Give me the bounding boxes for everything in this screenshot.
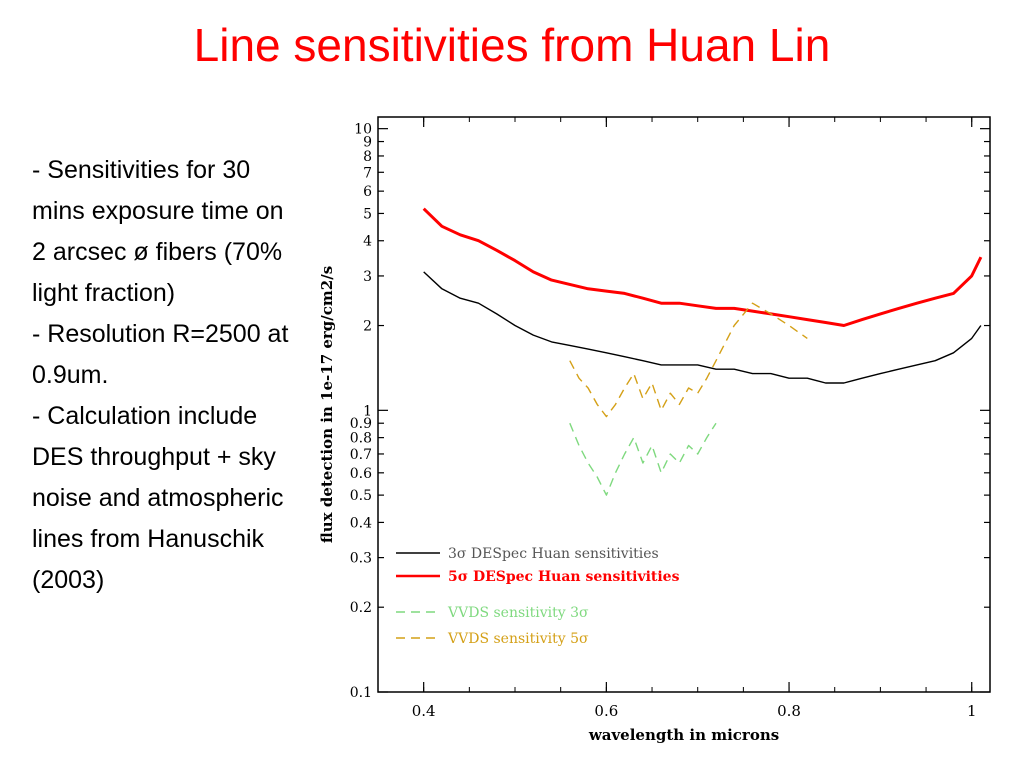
series-line-1 <box>423 271 982 384</box>
y-tick-label: 4 <box>363 234 372 250</box>
series-line-3 <box>569 422 717 496</box>
y-tick-label: 6 <box>363 184 372 200</box>
y-tick-label: 0.6 <box>350 466 372 482</box>
x-tick-label: 1 <box>967 702 977 720</box>
series-line-4 <box>569 302 808 418</box>
x-axis-label: wavelength in microns <box>588 726 779 744</box>
bullet-item: - Resolution R=2500 at 0.9um. <box>32 320 289 389</box>
bullet-list: - Sensitivities for 30 mins exposure tim… <box>32 150 302 601</box>
y-tick-label: 3 <box>363 269 372 285</box>
y-tick-label: 0.5 <box>350 488 372 504</box>
legend-label: 3σ DESpec Huan sensitivities <box>448 546 659 562</box>
y-tick-label: 0.1 <box>350 685 372 701</box>
legend-label: VVDS sensitivity 3σ <box>447 605 589 621</box>
y-tick-label: 0.8 <box>350 431 372 447</box>
chart-svg: 0.4 0.6 0.8 10.10.20.30.40.50.60.70.80.9123… <box>318 116 991 744</box>
plot-frame <box>377 116 991 693</box>
y-axis-label: flux detection in 1e-17 erg/cm2/s <box>318 266 336 543</box>
y-tick-label: 10 <box>354 122 372 138</box>
series-line-2 <box>422 207 983 327</box>
y-tick-label: 0.2 <box>350 600 372 616</box>
slide-title: Line sensitivities from Huan Lin <box>193 19 831 71</box>
x-tick-label: 0.8 <box>777 702 801 720</box>
y-tick-label: 9 <box>363 135 372 151</box>
y-tick-label: 5 <box>363 206 372 222</box>
y-tick-label: 2 <box>363 319 372 335</box>
sensitivity-chart: 0.4 0.6 0.8 1 0.1 0.2 0.3 0.4 0.5 0.6 0.7 0.8 0.9 1 2 3… <box>310 100 1010 750</box>
x-tick-label: 0.4 <box>412 702 436 720</box>
bullet-item: - Calculation include DES throughput + s… <box>32 402 284 594</box>
y-tick-label: 8 <box>363 149 372 165</box>
legend-label: VVDS sensitivity 5σ <box>447 631 589 647</box>
y-tick-label: 1 <box>363 403 372 419</box>
bullet-item: - Sensitivities for 30 mins exposure tim… <box>32 156 284 307</box>
y-tick-label: 0.4 <box>350 515 372 531</box>
y-tick-label: 7 <box>363 165 372 181</box>
legend-label: 5σ DESpec Huan sensitivities <box>448 569 680 585</box>
y-tick-label: 0.9 <box>350 416 372 432</box>
y-tick-label: 0.7 <box>350 447 372 463</box>
x-tick-label: 0.6 <box>594 702 618 720</box>
y-tick-label: 0.3 <box>350 551 372 567</box>
